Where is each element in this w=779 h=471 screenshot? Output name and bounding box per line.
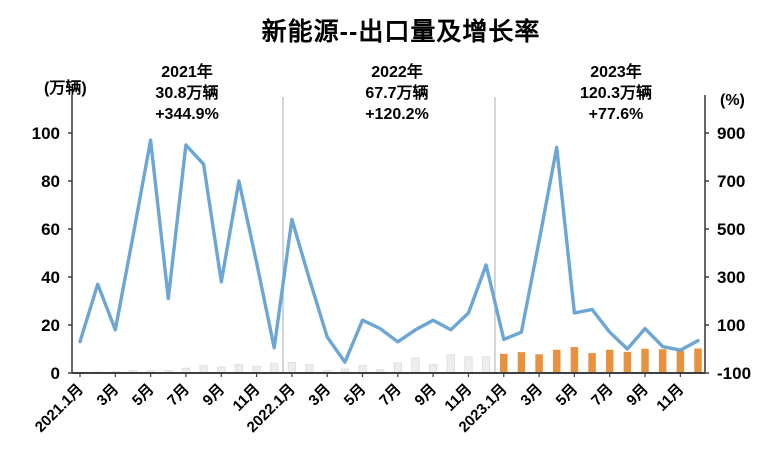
export-volume-bar: [641, 348, 649, 373]
annotation-2023: 2023年 120.3万辆 +77.6%: [580, 62, 652, 125]
right-axis-tick-label: -100: [717, 364, 751, 383]
export-volume-bar: [358, 365, 367, 374]
left-axis-tick-label: 0: [51, 364, 60, 383]
growth-rate-line: [78, 138, 700, 364]
annotation-2023-volume: 120.3万辆: [579, 85, 653, 102]
export-volume-bar: [676, 350, 685, 373]
right-axis-tick-label: 100: [717, 316, 745, 335]
export-volume-bar: [500, 353, 508, 373]
export-volume-bar: [446, 354, 455, 374]
export-volume-bar: [658, 349, 667, 373]
annotation-2022: 2022年 67.7万辆 +120.2%: [365, 62, 429, 125]
export-volume-bar: [199, 365, 208, 374]
annotation-2021-volume: 30.8万辆: [155, 85, 219, 102]
export-volume-bar: [234, 364, 244, 374]
export-volume-bar: [393, 362, 402, 374]
x-axis-tick-label: 7月: [588, 381, 617, 410]
annotation-2022-growth: +120.2%: [365, 106, 429, 123]
annotation-2023-year: 2023年: [590, 64, 642, 81]
x-axis-tick-label: 3月: [517, 381, 546, 410]
export-volume-bar: [252, 365, 261, 374]
left-axis-tick-label: 80: [41, 172, 60, 191]
export-volume-bar: [428, 364, 438, 374]
x-axis-tick-label: 5月: [129, 381, 158, 410]
left-axis-tick-label: 60: [41, 220, 60, 239]
left-axis-tick-label: 100: [32, 124, 60, 143]
export-volume-bar: [270, 363, 279, 374]
x-axis-tick-label: 7月: [164, 381, 193, 410]
right-axis-tick-label: 500: [717, 220, 745, 239]
annotation-2022-volume: 67.7万辆: [365, 85, 429, 102]
x-axis-tick-label: 5月: [341, 381, 370, 410]
annotation-2021-year: 2021年: [161, 64, 213, 81]
left-axis-tick-label: 40: [41, 268, 60, 287]
right-axis-tick-label: 700: [717, 172, 745, 191]
x-axis-tick-label: 9月: [411, 381, 440, 410]
right-axis-unit-label: (%): [720, 92, 745, 109]
right-axis-tick-label: 900: [717, 124, 745, 143]
export-volume-bar: [481, 356, 491, 374]
export-volume-bar: [411, 357, 420, 374]
x-axis-tick-label: 2021.1月: [32, 381, 87, 436]
annotation-2021-growth: +344.9%: [155, 106, 219, 123]
export-volume-bar: [694, 348, 702, 373]
x-axis-tick-label: 9月: [200, 381, 229, 410]
x-axis-tick-label: 3月: [94, 381, 123, 410]
export-volume-bar: [570, 347, 579, 373]
x-axis-tick-label: 11月: [653, 381, 687, 415]
x-axis-tick-label: 7月: [376, 381, 405, 410]
right-axis-tick-label: 300: [717, 268, 745, 287]
left-axis-unit-label: (万辆): [44, 80, 87, 97]
export-volume-bar: [464, 356, 473, 374]
left-axis-tick-label: 20: [41, 316, 60, 335]
annotation-2021: 2021年 30.8万辆 +344.9%: [155, 62, 219, 125]
export-volume-bar: [305, 364, 314, 374]
chart-title: 新能源--出口量及增长率: [261, 18, 541, 46]
export-volume-bar: [535, 354, 543, 373]
export-volume-bar: [588, 353, 596, 373]
x-axis-tick-label: 3月: [306, 381, 335, 410]
export-volume-bar: [552, 349, 561, 373]
export-volume-bar: [605, 349, 614, 373]
x-axis-tick-label: 5月: [553, 381, 582, 410]
export-volume-bar: [623, 351, 632, 373]
x-axis-tick-label: 9月: [623, 381, 652, 410]
export-volume-bar: [287, 362, 297, 374]
annotation-2022-year: 2022年: [371, 64, 423, 81]
annotation-2023-growth: +77.6%: [588, 106, 644, 123]
export-volume-bar: [517, 352, 526, 373]
